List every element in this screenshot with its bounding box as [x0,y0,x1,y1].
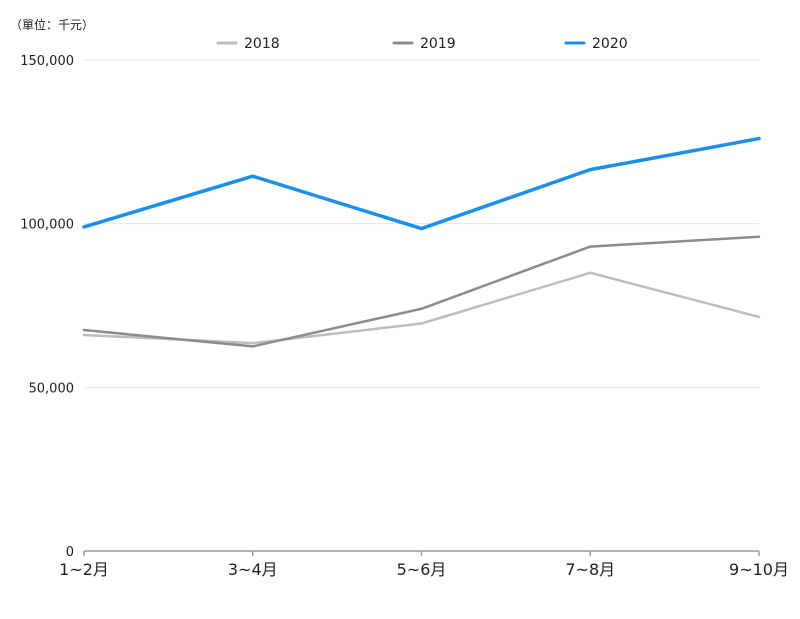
legend-label-2020: 2020 [592,36,628,52]
y-tick-label: 100,000 [20,218,74,233]
legend: 2018 2019 2020 [216,36,628,52]
x-tick-label: 1~2月 [59,560,109,579]
x-tick-label: 5~6月 [397,560,447,579]
y-tick-label: 0 [66,545,74,560]
y-tick-label: 150,000 [20,54,74,69]
legend-label-2018: 2018 [244,36,280,52]
series-lines [82,136,761,348]
y-tick-label: 50,000 [29,381,75,396]
unit-label: （單位：千元） [10,17,94,32]
axes: 0 50,000 100,000 150,000 1~2月 3~4月 5~6月 7~8月 9~1… [20,54,789,579]
x-tick-label: 7~8月 [565,560,615,579]
x-tick-label: 3~4月 [228,560,278,579]
gridlines [84,59,759,388]
legend-label-2019: 2019 [420,36,456,52]
series-line-2020 [82,136,761,231]
x-tick-label: 9~10月 [729,560,789,579]
